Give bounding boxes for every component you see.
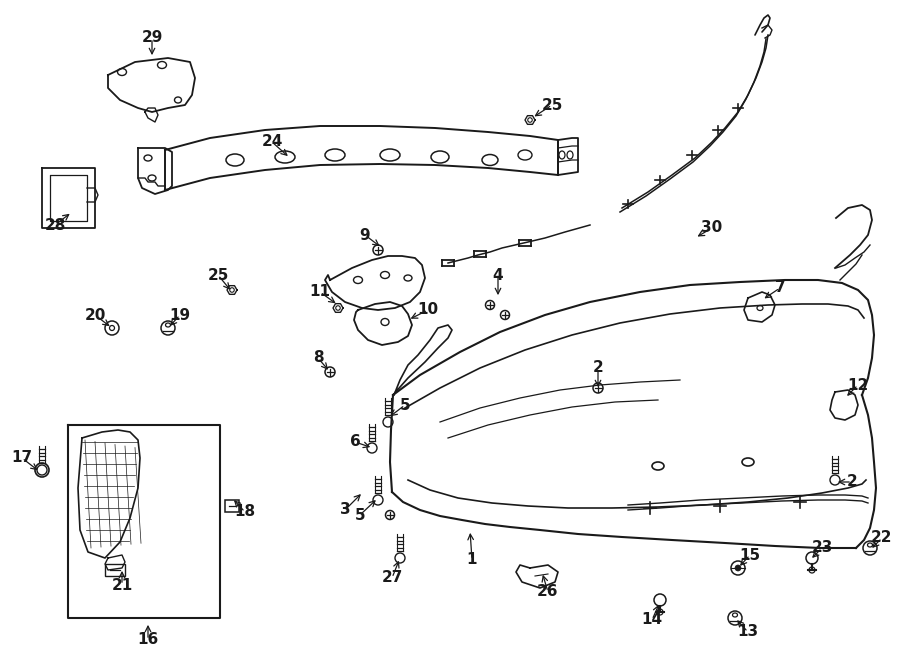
Text: 17: 17 bbox=[12, 451, 32, 465]
Text: 9: 9 bbox=[360, 227, 370, 243]
Text: 6: 6 bbox=[349, 434, 360, 449]
Text: 3: 3 bbox=[339, 502, 350, 518]
Text: 23: 23 bbox=[811, 541, 832, 555]
Text: 25: 25 bbox=[207, 268, 229, 282]
Text: 8: 8 bbox=[312, 350, 323, 366]
Text: 20: 20 bbox=[85, 307, 105, 323]
Text: 5: 5 bbox=[355, 508, 365, 522]
Text: 21: 21 bbox=[112, 578, 132, 592]
Text: 12: 12 bbox=[848, 377, 868, 393]
Text: 30: 30 bbox=[701, 221, 723, 235]
Text: 22: 22 bbox=[871, 531, 893, 545]
Text: 5: 5 bbox=[400, 397, 410, 412]
Bar bbox=[225, 500, 239, 512]
Text: 16: 16 bbox=[138, 633, 158, 648]
Text: 15: 15 bbox=[740, 547, 760, 563]
Text: 1: 1 bbox=[467, 553, 477, 568]
Text: 25: 25 bbox=[541, 98, 562, 112]
Text: 19: 19 bbox=[169, 307, 191, 323]
Bar bbox=[105, 564, 125, 576]
Text: 27: 27 bbox=[382, 570, 402, 586]
Text: 11: 11 bbox=[310, 284, 330, 299]
Text: 4: 4 bbox=[492, 268, 503, 282]
Text: 18: 18 bbox=[234, 504, 256, 520]
Text: 29: 29 bbox=[141, 30, 163, 46]
Text: 7: 7 bbox=[775, 280, 786, 295]
Text: 13: 13 bbox=[737, 625, 759, 639]
Text: 14: 14 bbox=[642, 613, 662, 627]
Text: 2: 2 bbox=[592, 360, 603, 375]
Text: 10: 10 bbox=[418, 303, 438, 317]
Circle shape bbox=[735, 565, 741, 571]
Text: 26: 26 bbox=[537, 584, 559, 600]
Text: 2: 2 bbox=[847, 475, 858, 490]
Text: 28: 28 bbox=[44, 217, 66, 233]
Text: 24: 24 bbox=[261, 134, 283, 149]
